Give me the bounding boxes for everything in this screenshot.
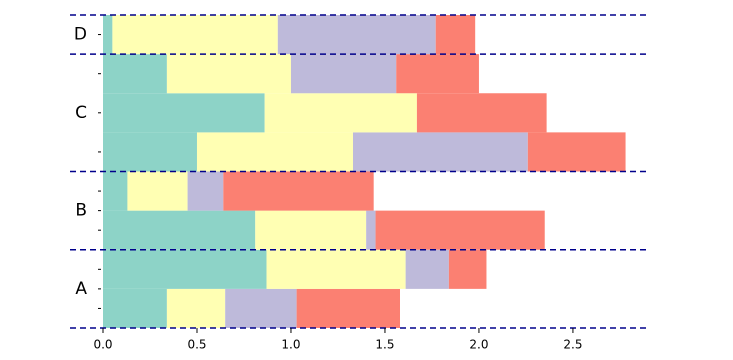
x-tick-label: 0.5 (187, 338, 206, 352)
bar-segment (103, 210, 256, 250)
bar-segment (127, 171, 188, 211)
bar-segment (405, 249, 449, 289)
bar-segment (448, 249, 487, 289)
bar-segment (277, 15, 436, 55)
bar-segment (264, 93, 417, 133)
x-tick-label: 2.0 (469, 338, 488, 352)
bar-segment (103, 249, 267, 289)
bar-segment (375, 210, 545, 250)
bar-segment (225, 288, 297, 328)
x-tick-label: 1.0 (281, 338, 300, 352)
bar-segment (103, 288, 167, 328)
x-tick-label: 0.0 (93, 338, 112, 352)
bar-segment (416, 93, 547, 133)
bar-segment (187, 171, 224, 211)
bar-segment (196, 132, 354, 172)
bar-segment (103, 54, 167, 94)
y-tick-label: B (75, 201, 87, 221)
y-tick-label: D (74, 25, 87, 45)
bar-segment (255, 210, 367, 250)
bar-segment (112, 15, 278, 55)
bar-segment (396, 54, 479, 94)
bar-segment (353, 132, 528, 172)
bar-segment (103, 93, 265, 133)
bar-segment (103, 132, 197, 172)
bar-segment (290, 54, 397, 94)
bar-segment (366, 210, 376, 250)
x-tick-label: 2.5 (563, 338, 582, 352)
bar-segment (103, 15, 113, 55)
y-tick-label: A (75, 279, 87, 299)
bar-segment (435, 15, 476, 55)
y-tick-label: C (75, 103, 87, 123)
bar-segment (103, 171, 128, 211)
bar-segment (296, 288, 400, 328)
bar-segment (266, 249, 406, 289)
bar-segment (527, 132, 626, 172)
bar-segment (223, 171, 374, 211)
bar-segment (166, 54, 291, 94)
bar-segment (166, 288, 226, 328)
x-tick-label: 1.5 (375, 338, 394, 352)
